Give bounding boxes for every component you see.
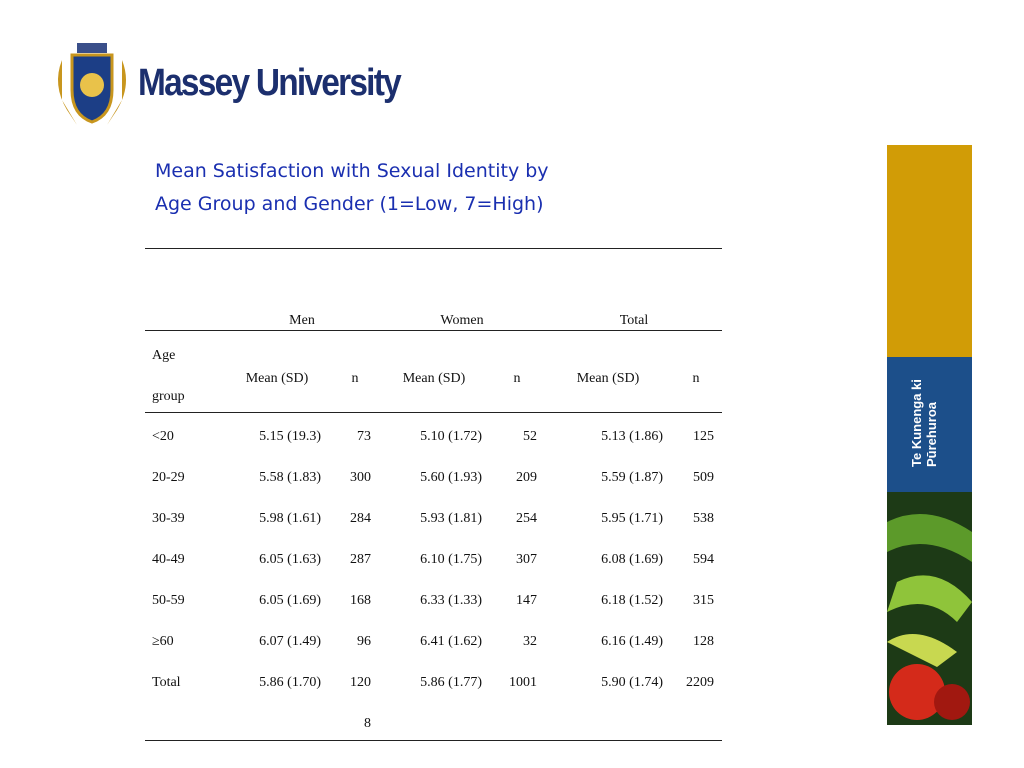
cell: 5.86 (1.70) <box>259 675 321 690</box>
cell: 254 <box>516 511 537 526</box>
cell: 538 <box>693 511 714 526</box>
subheader: Mean (SD) <box>576 371 640 386</box>
subheader: n <box>513 371 521 386</box>
title: Mean Satisfaction with Sexual Identity b… <box>155 160 549 182</box>
cell: 6.05 (1.69) <box>259 593 321 608</box>
cell: 300 <box>350 470 371 485</box>
subheader: Mean (SD) <box>402 371 466 386</box>
row-header: Age group <box>152 348 185 404</box>
cell: 287 <box>350 552 371 567</box>
cell: 5.59 (1.87) <box>601 470 663 485</box>
cell: 147 <box>516 593 537 608</box>
cell: 6.41 (1.62) <box>420 634 482 649</box>
cell: 52 <box>523 429 537 444</box>
cell: 5.86 (1.77) <box>420 675 482 690</box>
banner-text: Te Kunenga ki Pūrehuroa <box>909 379 939 467</box>
crest <box>58 43 126 125</box>
row-label: 50-59 <box>152 593 185 608</box>
row-label: 40-49 <box>152 552 185 567</box>
cell: 6.07 (1.49) <box>259 634 321 649</box>
logo-text: Massey University <box>138 62 402 104</box>
cell: 5.60 (1.93) <box>420 470 482 485</box>
cell: 128 <box>693 634 714 649</box>
cell: 168 <box>350 593 371 608</box>
cell: 125 <box>693 429 714 444</box>
cell: 32 <box>523 634 537 649</box>
cell: 509 <box>693 470 714 485</box>
cell: 6.18 (1.52) <box>601 593 663 608</box>
cell: 6.16 (1.49) <box>601 634 663 649</box>
title: Age Group and Gender (1=Low, 7=High) <box>155 193 544 215</box>
cell: 5.13 (1.86) <box>601 429 663 444</box>
row-label: <20 <box>152 429 174 444</box>
rule <box>145 412 722 413</box>
rule <box>145 740 722 741</box>
subheader: Mean (SD) <box>245 371 309 386</box>
cell: 73 <box>357 429 371 444</box>
foliage <box>887 492 972 725</box>
rule <box>145 248 722 249</box>
group-header: Men <box>289 313 315 328</box>
cell: 284 <box>350 511 371 526</box>
cell: 6.08 (1.69) <box>601 552 663 567</box>
cell: 6.33 (1.33) <box>420 593 482 608</box>
cell: 5.90 (1.74) <box>601 675 663 690</box>
cell: 6.10 (1.75) <box>420 552 482 567</box>
cell: 315 <box>693 593 714 608</box>
cell: 5.58 (1.83) <box>259 470 321 485</box>
cell: 209 <box>516 470 537 485</box>
cell: 96 <box>357 634 371 649</box>
cell: 1208 <box>350 675 371 731</box>
cell: 5.95 (1.71) <box>601 511 663 526</box>
row-label: 20-29 <box>152 470 185 485</box>
cell: 5.15 (19.3) <box>259 429 321 444</box>
banner-gold <box>887 145 972 357</box>
subheader: n <box>351 371 359 386</box>
cell: 307 <box>516 552 537 567</box>
cell: 5.98 (1.61) <box>259 511 321 526</box>
group-header: Total <box>619 313 649 328</box>
cell: 1001 <box>509 675 537 690</box>
cell: 594 <box>693 552 714 567</box>
rule <box>145 330 722 331</box>
row-label: ≥60 <box>152 634 174 649</box>
banner-blue: Te Kunenga ki Pūrehuroa <box>887 357 972 492</box>
subheader: n <box>692 371 700 386</box>
row-label: 30-39 <box>152 511 185 526</box>
row-label: Total <box>152 675 181 690</box>
group-header: Women <box>440 313 484 328</box>
cell: 5.93 (1.81) <box>420 511 482 526</box>
cell: 2209 <box>686 675 714 690</box>
cell: 6.05 (1.63) <box>259 552 321 567</box>
cell: 5.10 (1.72) <box>420 429 482 444</box>
